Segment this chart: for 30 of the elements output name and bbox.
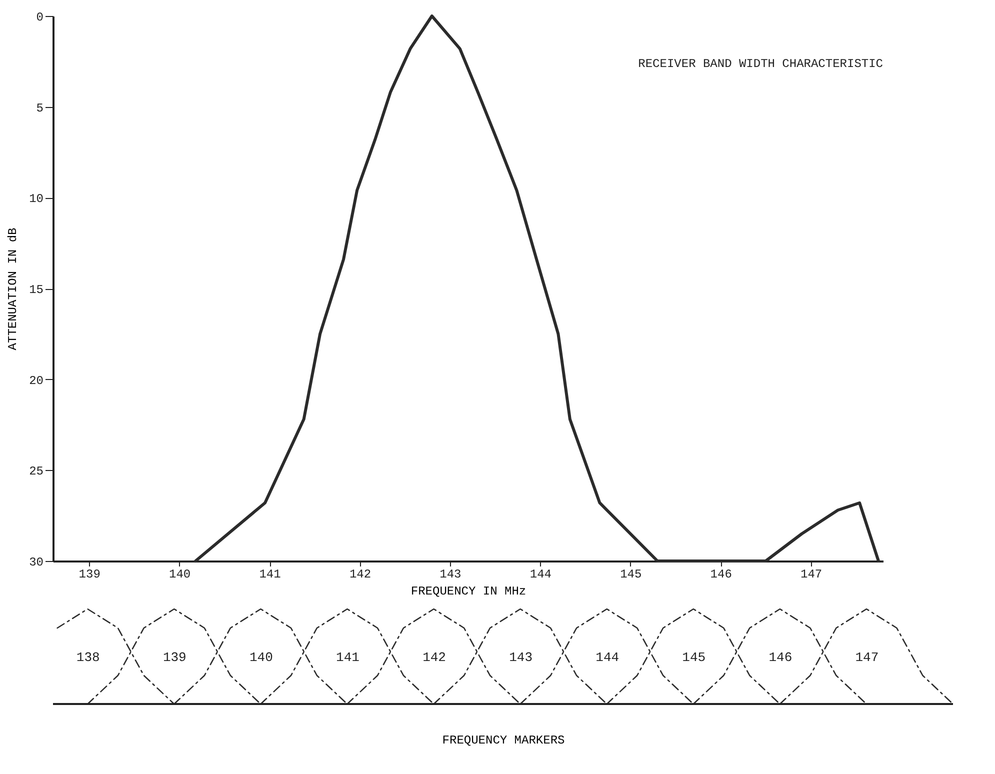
x-tick-label: 142: [422, 650, 446, 665]
x-tick-label: 143: [509, 650, 533, 665]
x-tick-label: 138: [76, 650, 100, 665]
x-tick-label: 139: [162, 650, 186, 665]
y-tick-label: 25: [29, 464, 44, 479]
y-tick-label: 5: [36, 101, 44, 116]
y-tick-label: 15: [29, 283, 44, 297]
text: RECEIVER BAND WIDTH CHARACTERISTIC: [638, 57, 883, 71]
x-tick-label: 144: [596, 650, 620, 665]
x-tick-label: 143: [440, 568, 462, 582]
y-axis-title: ATTENUATION IN dB: [6, 228, 20, 350]
y-tick-label: 0: [36, 10, 44, 24]
x-tick-label: 144: [530, 568, 552, 582]
x-tick-label: 140: [169, 568, 191, 582]
x-tick-label: 146: [768, 650, 792, 665]
x-tick-label: 145: [682, 650, 706, 665]
x-tick-label: 147: [800, 568, 822, 582]
x-tick-label: 140: [249, 650, 273, 665]
x-tick-label: 141: [336, 650, 360, 665]
x-tick-label: 146: [710, 568, 732, 582]
x-axis-title: FREQUENCY IN MHz: [410, 584, 526, 598]
x-tick-label: 141: [259, 568, 281, 582]
x-tick-label: 147: [855, 650, 879, 665]
x-tick-label: 139: [78, 568, 100, 582]
x-tick-label: 145: [620, 568, 642, 582]
x-axis-title: FREQUENCY MARKERS: [442, 734, 565, 748]
y-tick-label: 20: [29, 374, 44, 388]
y-tick-label: 30: [29, 556, 44, 570]
x-tick-label: 142: [349, 568, 372, 582]
y-tick-label: 10: [29, 192, 44, 206]
